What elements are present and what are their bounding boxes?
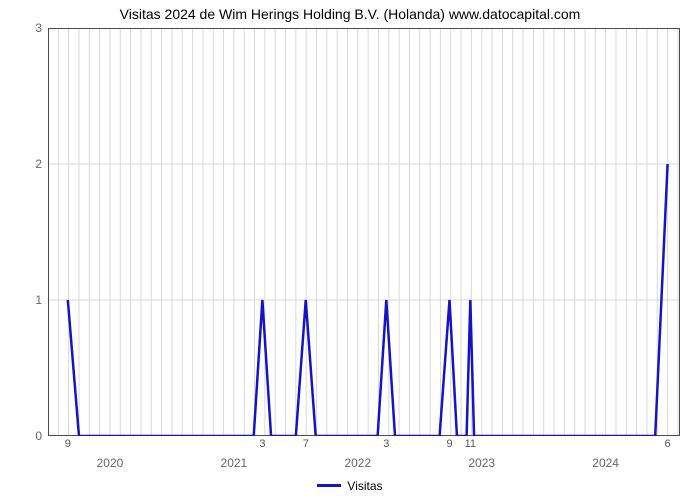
x-tick-label: 2022: [344, 436, 371, 470]
y-tick-label: 0: [35, 429, 48, 443]
y-tick-label: 1: [35, 293, 48, 307]
chart-container: Visitas 2024 de Wim Herings Holding B.V.…: [0, 0, 700, 500]
legend: Visitas: [0, 478, 700, 493]
point-label: 11: [465, 438, 476, 450]
point-label: 9: [65, 438, 71, 450]
point-label: 9: [446, 438, 452, 450]
y-tick-label: 2: [35, 157, 48, 171]
plot-area: 01232020202120222023202493739116: [48, 28, 680, 436]
x-tick-label: 2020: [97, 436, 124, 470]
point-label: 3: [259, 438, 265, 450]
point-label: 7: [303, 438, 309, 450]
x-tick-label: 2021: [221, 436, 248, 470]
chart-title: Visitas 2024 de Wim Herings Holding B.V.…: [0, 6, 700, 22]
x-tick-label: 2024: [592, 436, 619, 470]
legend-label: Visitas: [347, 479, 382, 493]
chart-svg: [48, 28, 680, 436]
y-tick-label: 3: [35, 21, 48, 35]
legend-swatch: [317, 484, 341, 487]
point-label: 6: [665, 438, 671, 450]
point-label: 3: [383, 438, 389, 450]
